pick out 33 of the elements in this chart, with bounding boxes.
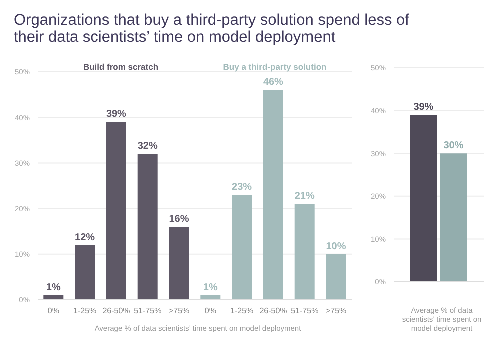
text: Build from scratch <box>82 62 160 72</box>
data-label: 39% <box>414 102 434 114</box>
x-tick-label: >75% <box>168 306 190 316</box>
x-tick-label: 51-75% <box>291 306 319 316</box>
data-label: 23% <box>232 182 252 194</box>
data-label: 10% <box>326 241 346 252</box>
bar <box>263 90 284 300</box>
x-tick-label: 0% <box>204 306 216 316</box>
x-tick-label: 1-25% <box>74 306 97 316</box>
bar <box>169 227 190 300</box>
data-label: 21% <box>294 191 315 202</box>
data-label: 1% <box>46 282 61 294</box>
bar <box>138 154 158 300</box>
x-tick-label: >75% <box>326 306 347 316</box>
x-tick-label: 1-25% <box>230 306 254 316</box>
data-label: 16% <box>169 214 190 226</box>
bar <box>326 254 346 300</box>
data-label: 1% <box>203 282 218 294</box>
bar <box>232 195 252 300</box>
bar <box>294 204 315 300</box>
data-label: 32% <box>138 141 158 152</box>
bar <box>75 245 96 300</box>
x-tick-label: 51-75% <box>134 306 162 316</box>
bar <box>106 122 126 300</box>
data-label: 12% <box>75 232 96 244</box>
x-tick-label: 0% <box>48 306 60 316</box>
data-label: 39% <box>106 109 127 120</box>
x-tick-label: 26-50% <box>260 306 288 316</box>
text: Buy a third-party solution <box>222 62 328 72</box>
data-label: 46% <box>263 77 284 88</box>
chart-title: Organizations that buy a third-party solution spend less of their data scientists’ time on model deployment <box>13 11 410 48</box>
x-tick-label: 26-50% <box>102 306 130 316</box>
data-label: 30% <box>444 140 464 152</box>
